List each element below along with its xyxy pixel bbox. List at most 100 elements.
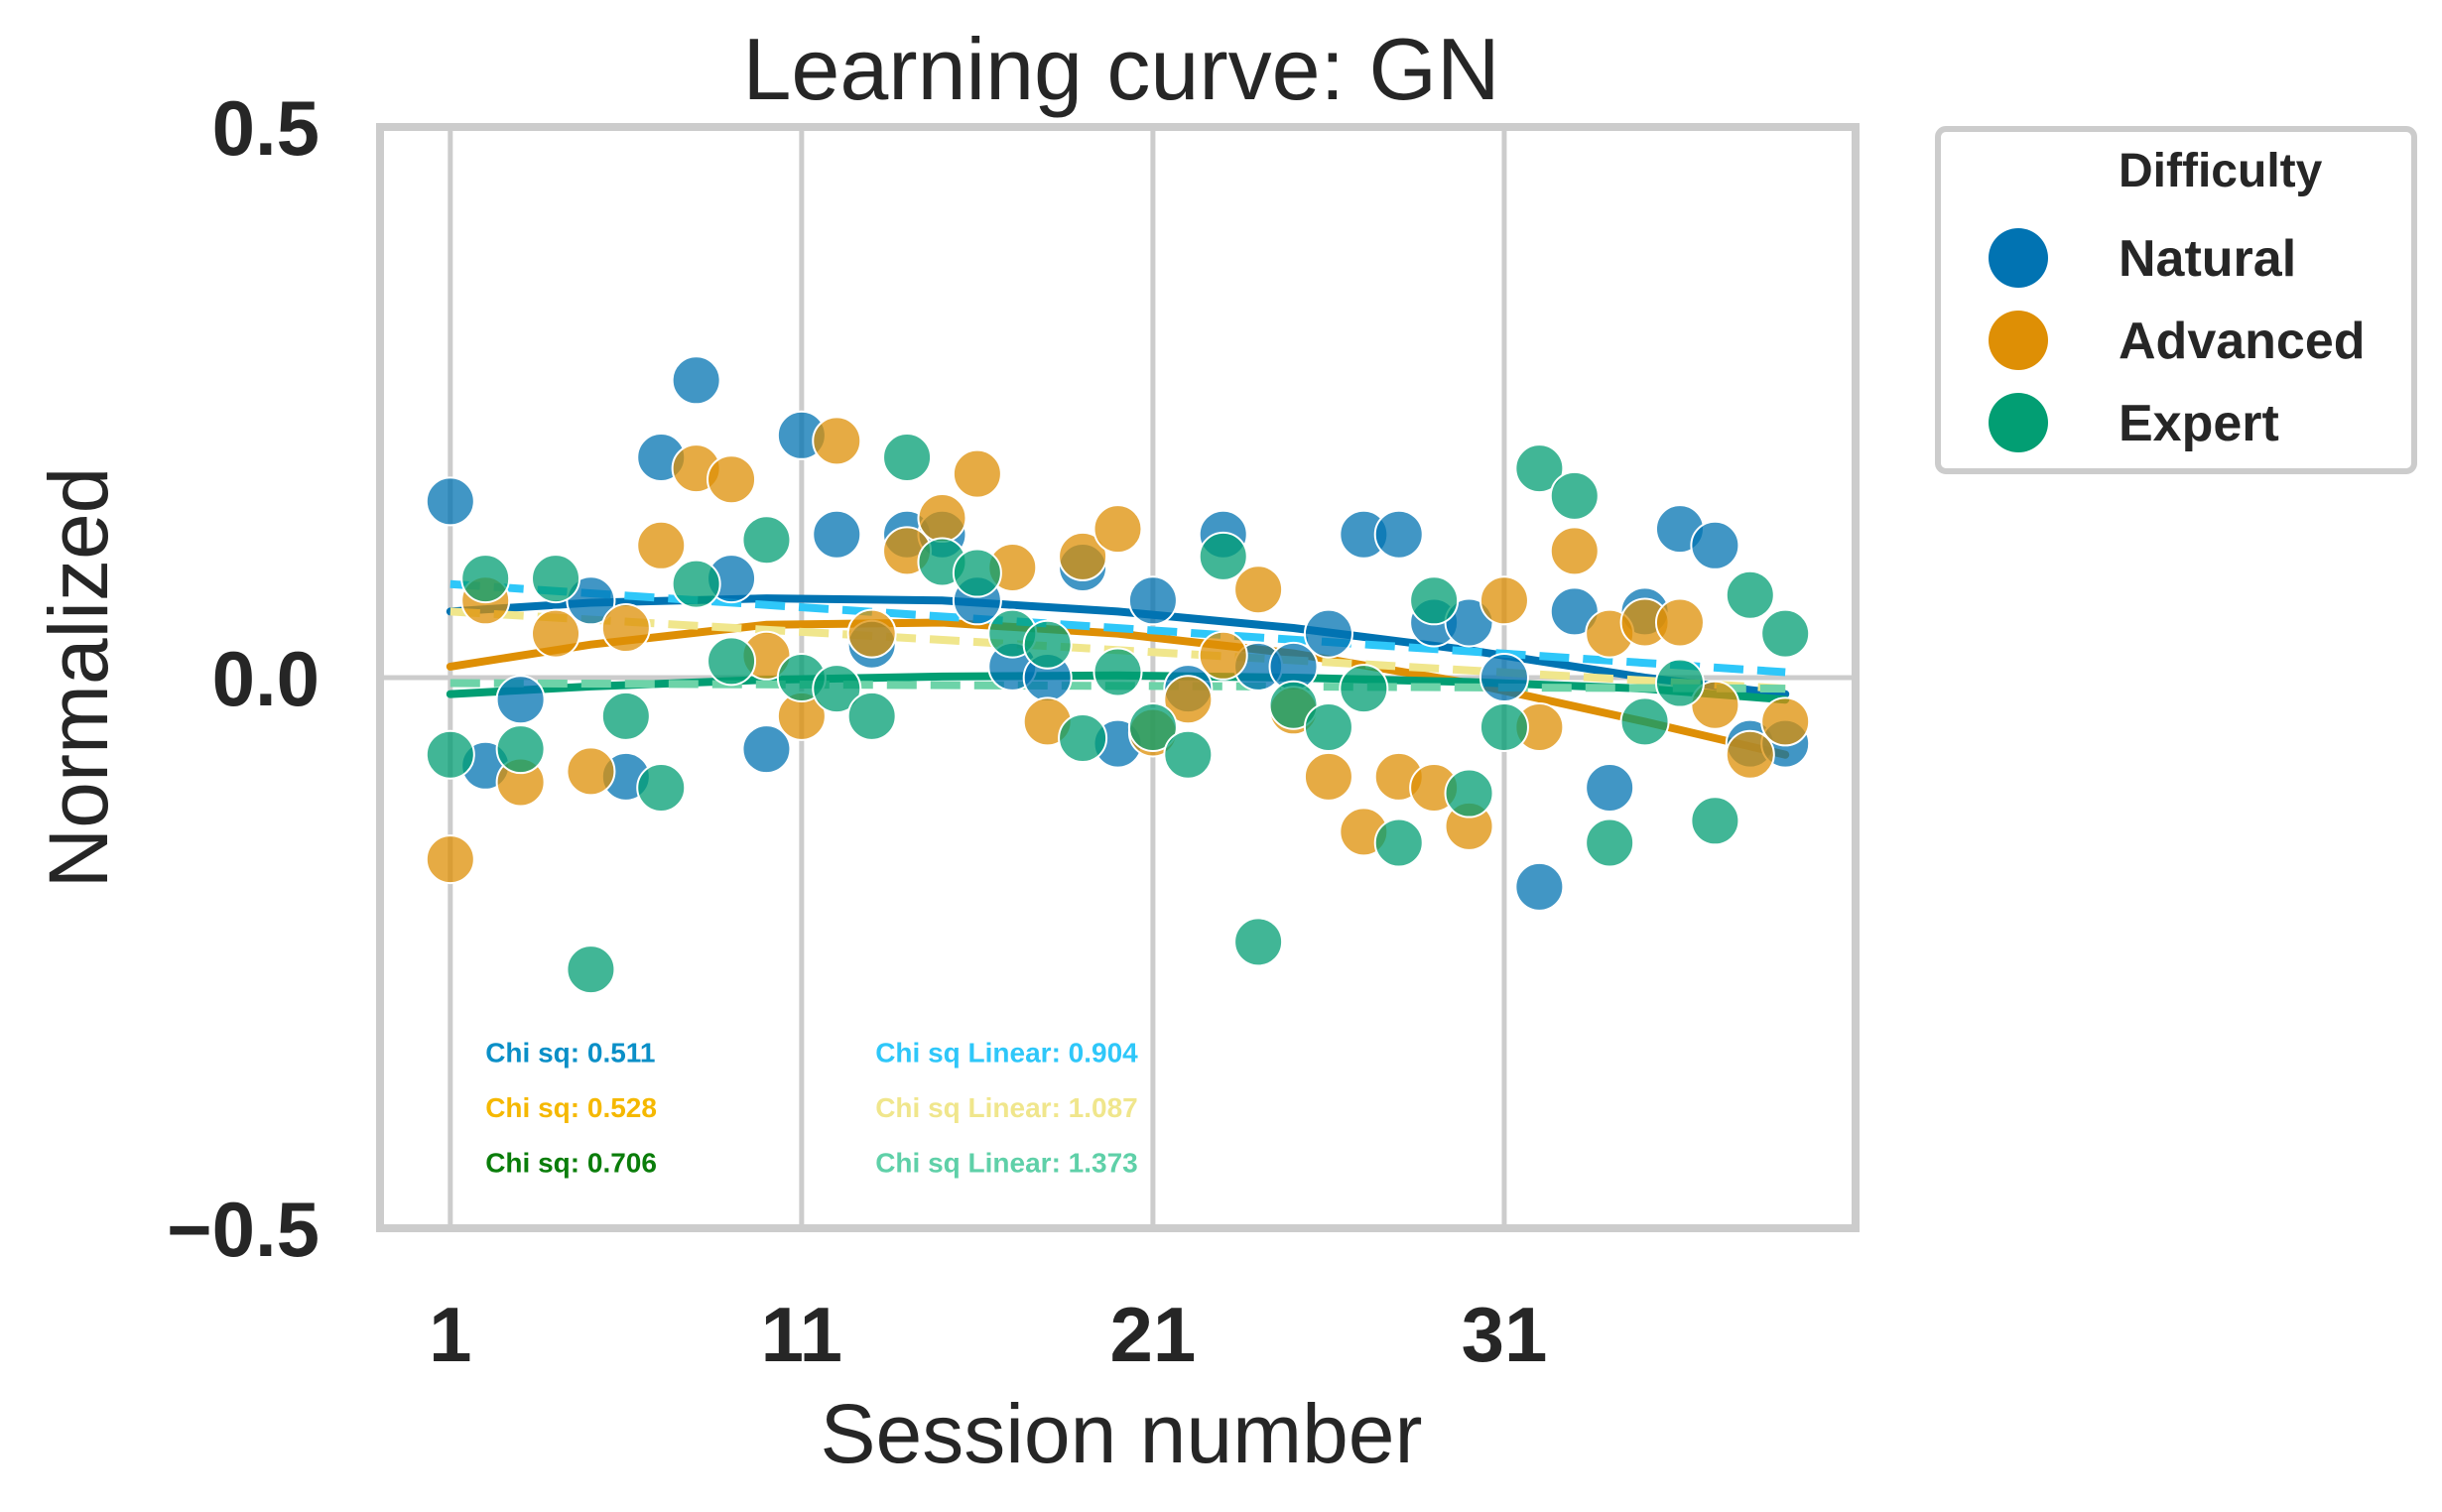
data-point-advanced <box>917 493 967 544</box>
data-point-expert <box>707 636 757 687</box>
legend-box <box>1935 126 2417 474</box>
chi-square-label: Chi sq Linear: 1.087 <box>875 1092 1138 1123</box>
data-point-advanced <box>1478 575 1529 626</box>
data-point-natural <box>425 476 475 527</box>
data-point-expert <box>846 691 897 741</box>
chi-square-label: Chi sq: 0.706 <box>485 1147 657 1178</box>
x-tick-label: 31 <box>1462 1291 1548 1378</box>
x-axis-label: Session number <box>821 1387 1423 1480</box>
data-point-expert <box>1409 575 1460 626</box>
data-point-advanced <box>1198 630 1248 681</box>
fit-line-natural-fit <box>446 594 1790 698</box>
data-point-advanced <box>566 746 616 797</box>
chi-square-label: Chi sq Linear: 1.373 <box>875 1147 1138 1178</box>
data-point-advanced <box>636 520 687 570</box>
data-point-advanced <box>1760 696 1811 747</box>
chi-square-label: Chi sq: 0.511 <box>485 1037 655 1068</box>
x-tick-label: 21 <box>1110 1291 1197 1378</box>
data-point-expert <box>1198 531 1248 581</box>
legend-marker-advanced <box>1989 311 2048 370</box>
plot-frame <box>376 123 1860 1232</box>
chart-title: Learning curve: GN <box>742 20 1499 118</box>
data-point-expert <box>636 763 687 813</box>
data-point-natural <box>671 355 721 406</box>
data-point-advanced <box>1058 531 1108 581</box>
data-point-expert <box>1619 696 1670 747</box>
y-axis-label: Normalized <box>32 467 125 889</box>
data-point-advanced <box>1163 675 1214 725</box>
data-point-expert <box>1690 796 1740 846</box>
data-point-natural <box>1303 608 1353 659</box>
data-point-expert <box>812 664 862 714</box>
data-point-expert <box>1725 569 1775 620</box>
x-tick-label: 1 <box>429 1291 471 1378</box>
data-point-expert <box>1303 701 1353 752</box>
legend-title: Difficulty <box>2119 145 2323 197</box>
legend-label-advanced: Advanced <box>2119 313 2366 370</box>
data-point-advanced <box>531 608 581 659</box>
data-point-advanced <box>1233 565 1284 615</box>
data-point-expert <box>1585 818 1635 868</box>
data-point-expert <box>1654 658 1705 708</box>
data-point-expert <box>531 554 581 604</box>
data-point-natural <box>495 675 546 725</box>
legend-label-expert: Expert <box>2119 395 2279 452</box>
data-point-expert <box>952 548 1002 598</box>
data-point-expert <box>425 729 475 780</box>
data-point-expert <box>566 945 616 995</box>
data-point-advanced <box>846 608 897 659</box>
data-point-expert <box>1444 768 1494 819</box>
legend-label-natural: Natural <box>2119 230 2296 288</box>
data-point-advanced <box>952 448 1002 499</box>
data-point-expert <box>1760 608 1811 659</box>
chi-square-label: Chi sq Linear: 0.904 <box>875 1037 1138 1068</box>
y-tick-label: −0.5 <box>167 1186 320 1273</box>
data-point-expert <box>882 433 933 482</box>
data-point-expert <box>1373 818 1424 868</box>
data-point-natural <box>1690 520 1740 570</box>
legend-marker-natural <box>1989 228 2048 288</box>
chi-square-annotations: Chi sq: 0.511 Chi sq: 0.528 Chi sq: 0.706 C… <box>485 1037 1138 1178</box>
data-point-expert <box>1514 443 1565 494</box>
data-point-advanced <box>600 603 651 654</box>
data-point-expert <box>1127 701 1178 752</box>
data-point-expert <box>671 559 721 609</box>
x-tick-labels: 1 11 21 31 <box>429 1291 1547 1378</box>
data-point-natural <box>812 509 862 560</box>
data-point-expert <box>1058 713 1108 764</box>
chi-square-label: Chi sq: 0.528 <box>485 1092 657 1123</box>
data-points <box>425 355 1811 995</box>
data-point-natural <box>741 724 792 775</box>
fit-line-natural-linear <box>450 579 1786 677</box>
y-tick-labels: 0.5 0.0 −0.5 <box>167 84 320 1273</box>
data-point-natural <box>1373 509 1424 560</box>
y-tick-label: 0.5 <box>212 84 320 172</box>
data-point-expert <box>460 554 511 604</box>
data-point-advanced <box>812 416 862 466</box>
data-point-advanced <box>425 834 475 885</box>
data-point-expert <box>741 515 792 566</box>
data-point-advanced <box>1654 597 1705 648</box>
data-point-natural <box>1478 653 1529 702</box>
data-point-advanced <box>1549 526 1600 576</box>
x-tick-label: 11 <box>761 1291 842 1378</box>
data-point-expert <box>600 691 651 741</box>
data-point-advanced <box>707 454 757 505</box>
data-point-advanced <box>1303 751 1353 802</box>
data-point-expert <box>1022 619 1073 670</box>
fit-line-advanced-fit <box>446 618 1790 759</box>
data-point-advanced <box>1725 729 1775 780</box>
y-tick-label: 0.0 <box>212 635 320 722</box>
data-point-advanced <box>1092 504 1143 555</box>
data-point-natural <box>1514 861 1565 912</box>
data-point-expert <box>1549 470 1600 521</box>
data-point-expert <box>1163 729 1214 780</box>
data-point-expert <box>1092 647 1143 697</box>
data-point-expert <box>1233 917 1284 967</box>
data-point-natural <box>1127 575 1178 626</box>
legend: Difficulty Natural Advanced Expert <box>1935 126 2417 474</box>
data-point-expert <box>495 724 546 775</box>
data-point-natural <box>1585 763 1635 813</box>
data-point-expert <box>1478 701 1529 752</box>
